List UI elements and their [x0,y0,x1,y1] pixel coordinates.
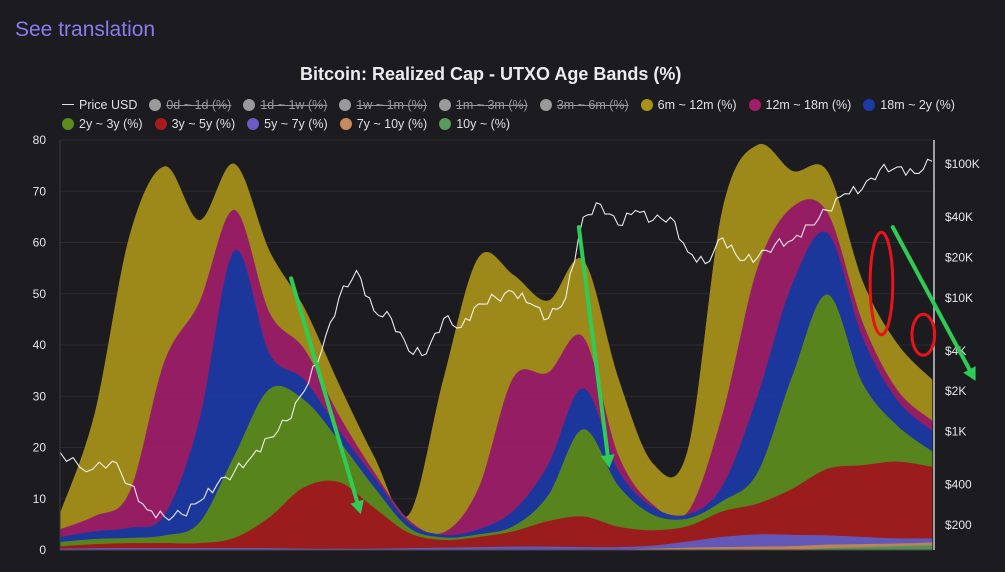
legend-dot-icon [339,98,352,111]
legend-row: Price USD 0d ~ 1d (%) 1d ~ 1w (%) 1w ~ 1m (… [62,95,962,114]
legend-item[interactable]: 1d ~ 1w (%) [243,98,327,112]
legend-label: 0d ~ 1d (%) [166,97,232,112]
annotation-arrowhead [963,366,976,381]
y-tick-label: 70 [33,184,47,198]
legend-dot-icon [247,117,260,130]
legend-item[interactable]: 6m ~ 12m (%) [640,97,737,112]
y-tick-label: 20 [33,441,47,455]
annotation-ellipse [910,312,937,357]
legend-label: 1d ~ 1w (%) [260,97,328,112]
y2-tick-label: $2K [945,384,966,398]
y-tick-label: 40 [33,338,47,352]
legend-item[interactable]: 3m ~ 6m (%) [539,97,629,112]
legend-item[interactable]: 1m ~ 3m (%) [438,97,528,112]
legend-label: 1w ~ 1m (%) [356,97,427,112]
legend-label: 3y ~ 5y (%) [171,116,236,131]
see-translation-link[interactable]: See translation [15,18,156,41]
legend-dot-icon [243,98,256,111]
y2-tick-label: $40K [945,210,973,224]
y-tick-label: 30 [33,389,47,403]
legend-item[interactable]: 3y ~ 5y (%) [154,116,236,131]
legend-dot-icon [539,98,552,111]
legend-line-icon [62,104,74,105]
annotation-arrow [890,225,972,372]
y-tick-label: 0 [39,543,46,557]
annotation-arrowhead [350,499,364,515]
legend-label: Price USD [79,97,138,112]
y2-tick-label: $1K [945,425,966,439]
annotation-arrow [576,225,610,458]
legend-item[interactable]: 7y ~ 10y (%) [339,116,428,131]
legend-label: 3m ~ 6m (%) [556,97,629,112]
legend-label: 7y ~ 10y (%) [356,116,428,131]
legend-dot-icon [438,98,451,111]
legend-item[interactable]: 5y ~ 7y (%) [247,117,328,131]
legend-item[interactable]: 18m ~ 2y (%) [863,98,955,112]
y2-tick-label: $10K [945,291,973,305]
legend-dot-icon [748,98,761,111]
legend-label: 2y ~ 3y (%) [79,116,143,131]
legend-item[interactable]: Price USD [62,98,137,112]
y-tick-label: 60 [33,236,47,250]
legend-label: 6m ~ 12m (%) [657,97,737,112]
y-tick-label: 10 [33,492,47,506]
annotation-ellipse [868,230,895,337]
legend-label: 1m ~ 3m (%) [455,97,528,112]
legend-dot-icon [439,117,452,130]
annotation-arrow [289,276,360,504]
legend-label: 10y ~ (%) [456,116,511,131]
legend-label: 12m ~ 18m (%) [765,97,852,112]
legend-dot-icon [62,117,74,130]
legend-item[interactable]: 2y ~ 3y (%) [62,117,143,131]
legend-dot-icon [640,98,653,111]
y2-tick-label: $400 [945,478,972,492]
y-tick-label: 80 [33,133,47,147]
y2-tick-label: $100K [945,157,980,171]
legend-dot-icon [149,98,162,111]
legend-label: 18m ~ 2y (%) [880,97,955,112]
y-tick-label: 50 [33,287,47,301]
chart-title: Bitcoin: Realized Cap - UTXO Age Bands (… [300,64,682,84]
legend-item[interactable]: 0d ~ 1d (%) [149,98,231,112]
annotation-arrowhead [600,454,615,468]
legend-dot-icon [339,117,352,130]
legend-item[interactable]: 1w ~ 1m (%) [339,98,427,112]
legend-item[interactable]: 12m ~ 18m (%) [748,97,852,112]
legend-item[interactable]: 10y ~ (%) [439,117,510,131]
legend-dot-icon [863,98,876,111]
y2-tick-label: $200 [945,518,972,532]
price-line [59,158,933,521]
legend-dot-icon [154,117,167,130]
legend-row: 2y ~ 3y (%) 3y ~ 5y (%) 5y ~ 7y (%) 7y ~ 10… [62,114,962,133]
chart-legend: Price USD 0d ~ 1d (%) 1d ~ 1w (%) 1w ~ 1m (… [62,95,962,133]
legend-label: 5y ~ 7y (%) [264,116,328,131]
y2-tick-label: $20K [945,250,973,264]
